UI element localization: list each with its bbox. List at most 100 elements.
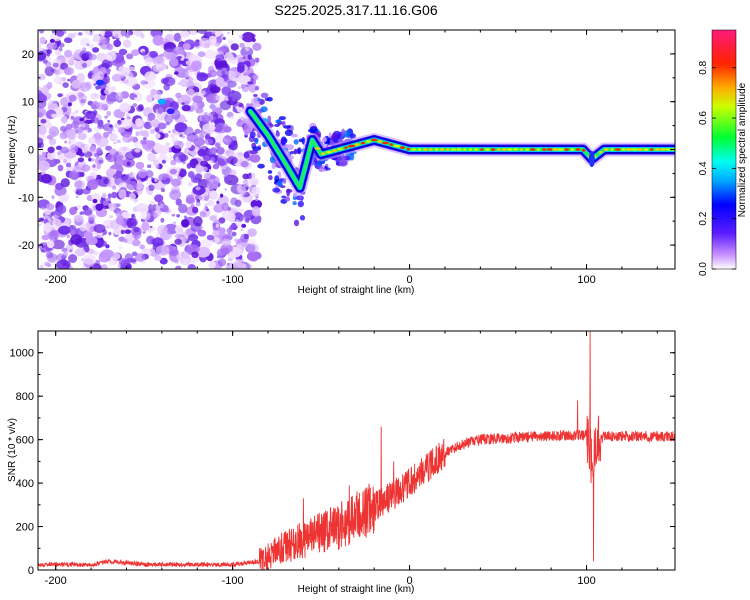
noise-blob <box>81 62 87 68</box>
noise-blob <box>38 107 46 117</box>
ytick-label: 1000 <box>10 348 34 360</box>
noise-blob <box>180 57 184 61</box>
spectrogram-xlabel: Height of straight line (km) <box>298 285 415 296</box>
noise-blob <box>77 132 87 140</box>
noise-blob <box>46 240 55 249</box>
noise-blob <box>94 132 102 141</box>
noise-blob <box>118 245 123 250</box>
ridge-spread <box>328 132 332 139</box>
ridge-spread <box>252 74 259 81</box>
noise-blob <box>169 58 179 67</box>
noise-blob <box>178 154 189 162</box>
noise-blob <box>221 238 232 247</box>
noise-blob <box>115 158 124 167</box>
ridge-peak <box>382 141 389 145</box>
noise-blob <box>141 221 150 232</box>
noise-blob <box>215 142 221 149</box>
ridge-disturbance <box>588 151 595 168</box>
noise-blob <box>135 182 144 191</box>
noise-blob <box>150 226 156 232</box>
noise-blob <box>96 102 104 110</box>
noise-blob <box>82 188 91 195</box>
noise-blob <box>152 237 164 248</box>
noise-blob <box>165 142 170 147</box>
noise-blob <box>199 211 207 218</box>
noise-blob <box>239 42 245 48</box>
ridge-peak <box>610 148 614 151</box>
noise-blob <box>198 195 206 201</box>
noise-blob <box>122 133 133 143</box>
noise-blob <box>247 47 250 50</box>
noise-blob <box>76 72 85 84</box>
noise-blob <box>121 211 130 218</box>
noise-blob <box>113 169 117 172</box>
ridge-peak <box>331 149 338 152</box>
noise-blob <box>156 205 161 210</box>
noise-blob <box>135 161 145 170</box>
noise-blob <box>195 202 201 207</box>
noise-blob <box>194 128 201 134</box>
noise-blob <box>188 234 199 242</box>
noise-blob <box>222 247 230 254</box>
noise-blob <box>70 115 75 120</box>
noise-blob <box>114 33 119 39</box>
noise-blob <box>212 230 220 236</box>
ridge-peak <box>530 148 536 151</box>
noise-blob <box>93 83 97 86</box>
ridge-spread <box>282 177 287 184</box>
noise-blob <box>72 188 77 193</box>
ridge-peak <box>603 148 609 151</box>
noise-blob <box>83 231 94 239</box>
noise-blob <box>87 214 96 221</box>
noise-blob <box>149 128 156 134</box>
ridge-spread <box>286 189 293 193</box>
noise-blob <box>49 38 56 43</box>
ridge-spread <box>335 159 340 165</box>
noise-blob <box>113 39 122 48</box>
ridge-peak <box>463 148 467 151</box>
noise-blob <box>157 155 169 164</box>
noise-blob <box>251 186 261 198</box>
ridge-spread <box>250 78 254 82</box>
noise-blob <box>174 71 179 75</box>
ridge-spread <box>253 94 258 97</box>
noise-blob <box>229 224 236 231</box>
ytick-label: 600 <box>16 435 34 447</box>
ridge-peak <box>446 148 450 151</box>
noise-blob <box>204 133 211 141</box>
noise-blob <box>192 206 199 214</box>
noise-blob <box>240 228 243 231</box>
noise-blob <box>108 203 117 212</box>
noise-blob <box>250 199 263 209</box>
noise-blob <box>126 217 137 229</box>
noise-blob <box>212 163 220 170</box>
noise-blob <box>68 254 78 263</box>
noise-blob <box>145 186 150 191</box>
noise-blob <box>193 71 198 76</box>
noise-blob <box>69 170 79 179</box>
noise-blob <box>106 94 115 105</box>
ridge-peak <box>321 152 326 155</box>
ridge-spread <box>349 153 355 161</box>
ridge-peak <box>519 148 524 151</box>
noise-blob <box>235 218 239 222</box>
noise-blob <box>230 43 239 51</box>
noise-blob <box>254 57 260 62</box>
noise-blob <box>191 251 199 259</box>
noise-blob <box>194 173 203 181</box>
ridge-spread <box>309 126 318 133</box>
noise-blob <box>136 203 149 213</box>
colorbar-tick-label: 0.4 <box>698 161 709 175</box>
noise-blob <box>174 265 182 269</box>
noise-blob <box>56 151 62 156</box>
ytick-label: -20 <box>18 240 34 252</box>
noise-blob <box>62 82 69 88</box>
ridge-spread <box>267 115 272 123</box>
ridge-peak <box>354 143 360 146</box>
noise-blob <box>211 106 217 113</box>
noise-blob <box>204 138 214 145</box>
noise-blob <box>120 30 128 37</box>
noise-blob <box>139 244 146 250</box>
ridge-peak <box>501 148 508 151</box>
